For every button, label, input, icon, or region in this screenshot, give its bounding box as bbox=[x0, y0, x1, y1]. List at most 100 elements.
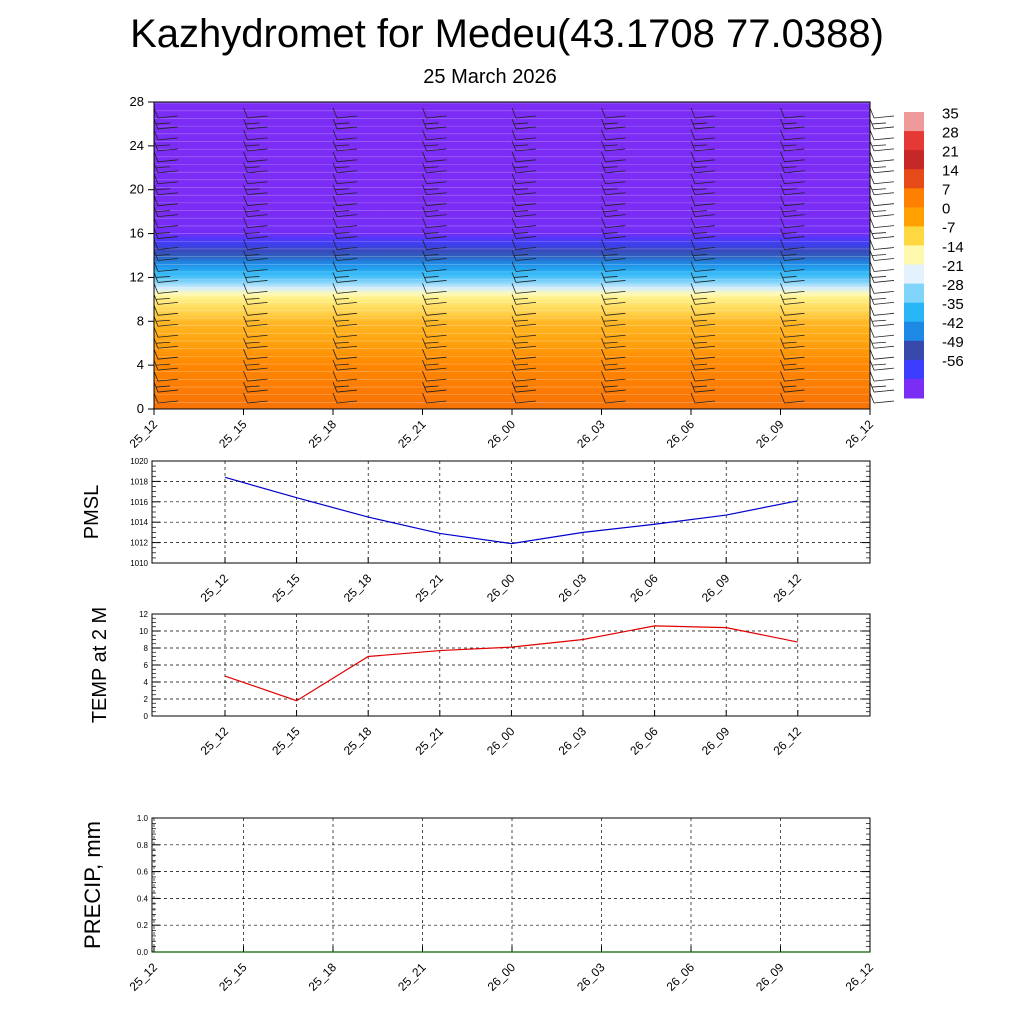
wind-barb-flag bbox=[247, 367, 268, 371]
wind-barb-flag bbox=[157, 323, 179, 327]
wind-barb-flag bbox=[873, 203, 895, 207]
wind-barb-staff bbox=[780, 129, 785, 141]
wind-barb-staff bbox=[690, 151, 696, 162]
colorbar-label: -49 bbox=[942, 334, 964, 351]
wind-barb-flag bbox=[603, 122, 618, 125]
wind-barb-flag bbox=[424, 232, 439, 234]
colorbar-label: 21 bbox=[942, 143, 959, 160]
y-tick-label: 1016 bbox=[130, 498, 148, 507]
wind-barb-flag bbox=[605, 269, 626, 272]
wind-barb-flag bbox=[336, 192, 358, 196]
wind-barb-staff bbox=[243, 261, 248, 272]
wind-barb-staff bbox=[869, 305, 875, 316]
y-tick-label: 4 bbox=[144, 678, 149, 687]
x-tick-label: 26_09 bbox=[753, 960, 787, 994]
y-tick-label: 8 bbox=[137, 313, 144, 328]
wind-barb-flag bbox=[247, 181, 268, 185]
wind-barb-flag bbox=[426, 258, 447, 261]
wind-barb-flag bbox=[336, 280, 358, 283]
wind-barb-staff bbox=[511, 327, 517, 338]
wind-barb-staff bbox=[332, 195, 338, 206]
wind-barb-staff bbox=[153, 392, 159, 404]
wind-barb-staff bbox=[511, 239, 517, 250]
x-tick-label: 25_15 bbox=[216, 960, 250, 994]
wind-barb-flag bbox=[694, 126, 716, 130]
wind-barb-flag bbox=[605, 170, 626, 174]
wind-barb-staff bbox=[601, 239, 606, 250]
wind-barb-staff bbox=[511, 129, 517, 141]
wind-barb-flag bbox=[155, 254, 171, 256]
wind-barb-staff bbox=[690, 349, 696, 360]
wind-barb-flag bbox=[157, 148, 179, 152]
wind-barb-staff bbox=[153, 151, 159, 162]
wind-barb-flag bbox=[157, 137, 179, 141]
wind-barb-staff bbox=[601, 392, 606, 404]
wind-barb-flag bbox=[603, 188, 618, 191]
y-tick-label: 28 bbox=[130, 94, 144, 109]
wind-barb-flag bbox=[692, 232, 708, 234]
wind-barb-flag bbox=[155, 144, 171, 147]
y-axis-label: PMSL bbox=[81, 485, 103, 539]
wind-barb-flag bbox=[424, 122, 439, 125]
wind-barb-flag bbox=[694, 170, 716, 174]
wind-barb-flag bbox=[245, 188, 260, 191]
wind-barb-flag bbox=[873, 159, 895, 163]
wind-barb-flag bbox=[247, 334, 268, 338]
y-tick-label: 8 bbox=[144, 644, 149, 653]
x-tick-label: 26_06 bbox=[664, 960, 698, 994]
wind-barb-staff bbox=[243, 370, 248, 382]
wind-barb-flag bbox=[426, 378, 447, 382]
wind-barb-flag bbox=[784, 236, 805, 239]
wind-barb-flag bbox=[605, 280, 626, 283]
wind-barb-flag bbox=[247, 192, 268, 196]
wind-barb-staff bbox=[690, 195, 696, 206]
wind-barb-staff bbox=[601, 151, 606, 162]
wind-barb-flag bbox=[605, 126, 626, 130]
wind-barb-flag bbox=[784, 280, 805, 283]
x-tick-label: 25_18 bbox=[306, 960, 340, 994]
wind-barb-staff bbox=[780, 349, 785, 360]
wind-barb-flag bbox=[871, 319, 887, 322]
wind-barb-flag bbox=[692, 341, 708, 344]
wind-barb-flag bbox=[605, 148, 626, 152]
wind-barb-flag bbox=[603, 232, 618, 234]
wind-barb-staff bbox=[780, 239, 785, 250]
wind-barb-staff bbox=[601, 327, 606, 338]
wind-barb-flag bbox=[157, 126, 179, 130]
wind-barb-flag bbox=[873, 247, 895, 250]
wind-barb-flag bbox=[157, 115, 179, 119]
colorbar-segment bbox=[904, 340, 924, 361]
x-tick-label: 26_12 bbox=[843, 417, 877, 451]
y-tick-label: 0.2 bbox=[137, 921, 149, 930]
wind-barb-staff bbox=[601, 195, 606, 206]
wind-barb-flag bbox=[247, 290, 268, 294]
wind-barb-staff bbox=[690, 283, 696, 294]
x-tick-label: 26_09 bbox=[699, 571, 733, 605]
wind-barb-flag bbox=[513, 319, 529, 322]
wind-barb-flag bbox=[784, 378, 805, 382]
wind-barb-staff bbox=[780, 173, 785, 184]
wind-barb-flag bbox=[515, 312, 537, 316]
y-axis-label: TEMP at 2 M bbox=[89, 607, 111, 723]
wind-barb-flag bbox=[426, 148, 447, 152]
wind-barb-flag bbox=[424, 166, 439, 169]
x-tick-label: 25_12 bbox=[198, 724, 232, 758]
wind-barb-staff bbox=[332, 305, 338, 316]
wind-barb-flag bbox=[157, 192, 179, 196]
wind-barb-staff bbox=[153, 129, 159, 141]
wind-barb-staff bbox=[869, 107, 875, 119]
x-tick-label: 25_21 bbox=[412, 571, 446, 605]
wind-barb-flag bbox=[873, 137, 895, 141]
wind-barb-flag bbox=[424, 276, 439, 278]
colorbar-segment bbox=[904, 112, 924, 132]
y-tick-label: 16 bbox=[130, 226, 144, 241]
wind-barb-staff bbox=[869, 283, 875, 294]
wind-barb-flag bbox=[157, 181, 179, 185]
wind-barb-flag bbox=[334, 188, 350, 191]
colorbar-segment bbox=[904, 378, 924, 399]
wind-barb-staff bbox=[243, 349, 248, 360]
wind-barb-flag bbox=[336, 312, 358, 316]
y-tick-label: 0 bbox=[144, 712, 149, 721]
wind-barb-flag bbox=[157, 334, 179, 338]
wind-barb-flag bbox=[515, 126, 537, 130]
